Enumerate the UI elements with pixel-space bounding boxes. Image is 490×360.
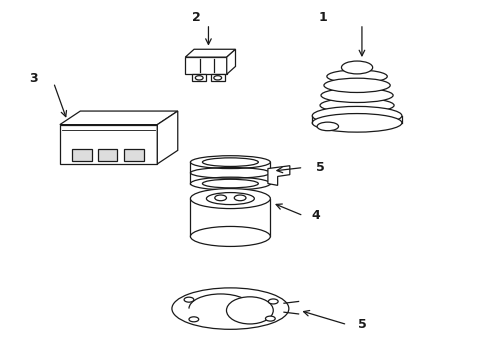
Polygon shape [98,149,117,161]
Ellipse shape [266,316,275,321]
Ellipse shape [191,177,270,190]
Polygon shape [185,57,227,74]
Polygon shape [60,111,178,125]
Ellipse shape [226,297,273,324]
Polygon shape [211,74,224,81]
Ellipse shape [234,195,246,201]
Text: 5: 5 [358,318,367,331]
Polygon shape [157,111,178,164]
Ellipse shape [191,226,270,247]
Text: 1: 1 [318,11,327,24]
Ellipse shape [191,189,270,208]
Ellipse shape [320,98,394,112]
Text: 4: 4 [311,209,320,222]
Polygon shape [185,49,236,57]
Ellipse shape [215,195,226,201]
Polygon shape [193,74,206,81]
Ellipse shape [321,88,393,103]
Ellipse shape [172,288,289,329]
Ellipse shape [202,158,258,166]
Ellipse shape [196,76,203,80]
Ellipse shape [324,78,390,93]
Ellipse shape [312,113,402,132]
Text: 3: 3 [29,72,37,85]
Polygon shape [227,49,236,74]
Ellipse shape [317,122,339,131]
Ellipse shape [202,179,258,188]
Ellipse shape [191,156,270,168]
Ellipse shape [189,317,199,322]
Polygon shape [268,166,290,185]
Ellipse shape [206,193,254,204]
Ellipse shape [214,76,221,80]
Text: 5: 5 [316,161,325,174]
Polygon shape [60,125,157,164]
Polygon shape [124,149,144,161]
Ellipse shape [327,70,387,83]
Polygon shape [72,149,92,161]
Ellipse shape [342,61,373,74]
Text: 2: 2 [192,11,200,24]
Ellipse shape [184,297,194,302]
Ellipse shape [269,299,278,304]
Ellipse shape [312,107,402,125]
